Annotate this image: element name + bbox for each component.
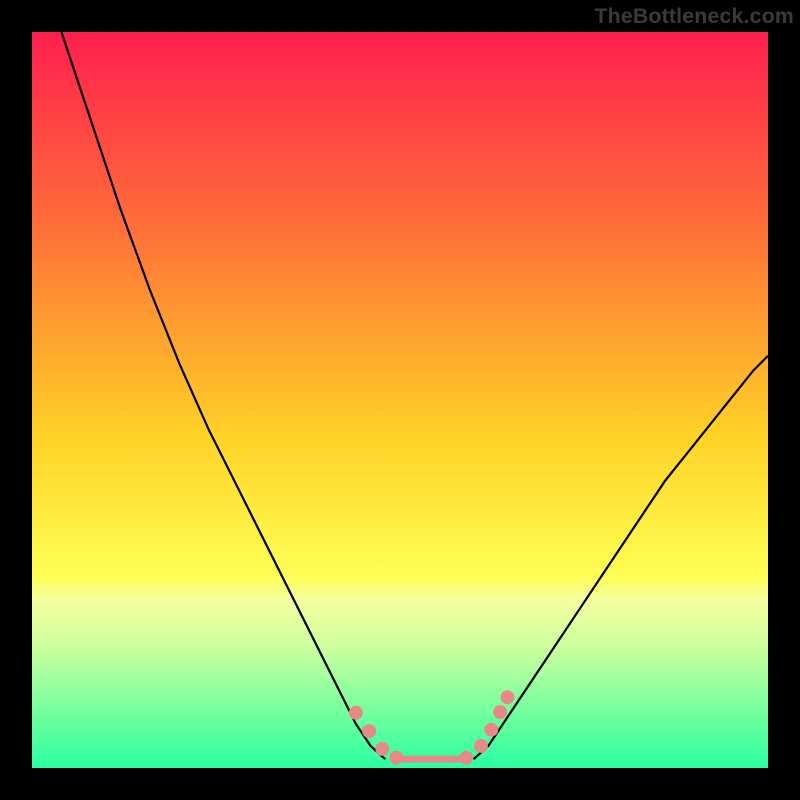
marker-dot xyxy=(484,723,498,737)
plot-area xyxy=(32,32,768,768)
marker-dot xyxy=(375,742,389,756)
marker-group xyxy=(349,690,515,764)
marker-dot xyxy=(500,690,514,704)
left-curve xyxy=(61,32,385,759)
marker-dot xyxy=(362,724,376,738)
marker-dot xyxy=(474,739,488,753)
marker-dot xyxy=(493,705,507,719)
marker-dot xyxy=(459,751,473,765)
chart-svg xyxy=(32,32,768,768)
right-curve xyxy=(474,356,768,759)
outer-frame: TheBottleneck.com xyxy=(0,0,800,800)
marker-dot xyxy=(349,706,363,720)
watermark-text: TheBottleneck.com xyxy=(594,4,794,29)
marker-dot xyxy=(389,751,403,765)
